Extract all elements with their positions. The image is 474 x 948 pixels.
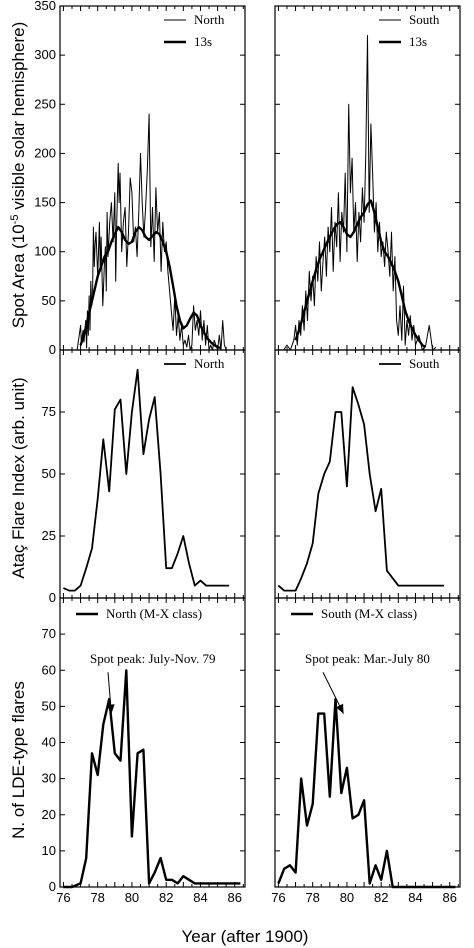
panel-r2c0-series-north-m-x-class- [63, 669, 241, 889]
panel-r2c1-annotation-arrowhead [335, 703, 344, 714]
panel-r2c1-xtick-label: 84 [408, 890, 422, 905]
y-axis-label-lde-flares: N. of LDE-type flares [9, 681, 28, 839]
panel-r2c0-ytick-label: 50 [42, 698, 56, 713]
y-axis-label-spot-area: Spot Area (10-5 visible solar hemisphere… [9, 22, 28, 329]
panel-r0c0-ytick-label: 250 [34, 96, 56, 111]
panel-r2c0-ytick-label: 70 [42, 626, 56, 641]
panel-r2c0-xtick-label: 78 [90, 890, 104, 905]
panel-r0c0-ytick-label: 300 [34, 47, 56, 62]
panel-r2c1-series-south-m-x-class- [277, 697, 456, 889]
panel-r2c1-legend-label: South (M-X class) [321, 606, 417, 621]
panel-r2c1-xtick-label: 78 [305, 890, 319, 905]
panel-r0c0-legend-label: 13s [194, 34, 212, 49]
panel-r1c0-ytick-label: 0 [49, 590, 56, 605]
panel-r0c0-legend-label: North [194, 12, 225, 27]
panel-r1c0-ytick-label: 25 [42, 528, 56, 543]
panel-r2c1-xtick-label: 80 [340, 890, 354, 905]
panel-r1c1-series-south [277, 386, 445, 592]
panel-r2c0-ytick-label: 40 [42, 735, 56, 750]
panel-r1c0-ytick-label: 75 [42, 404, 56, 419]
panel-r2c0-ytick-label: 20 [42, 807, 56, 822]
x-axis-label: Year (after 1900) [182, 927, 309, 946]
panel-r0c0-ytick-label: 50 [42, 293, 56, 308]
panel-r0c0-ytick-label: 150 [34, 195, 56, 210]
panel-r0c0-series-13s [79, 225, 222, 350]
panel-r1c0-series-north [63, 368, 230, 592]
panel-r2c1-xtick-label: 82 [374, 890, 388, 905]
panel-r0c0-ytick-label: 100 [34, 244, 56, 259]
panel-r0c1-legend-label: South [409, 12, 440, 27]
panel-r0c0-series-north [76, 113, 227, 351]
panel-r1c0-ytick-label: 50 [42, 466, 56, 481]
panel-r0c1-legend-label: 13s [409, 34, 427, 49]
panels-group: 050100150200250300350North13sSouth13s025… [34, 0, 461, 905]
y-axis-label-flare-index: Ataç Flare Index (arb. unit) [9, 377, 28, 578]
panel-r2c0-ytick-label: 30 [42, 771, 56, 786]
panel-r2c0-xtick-label: 84 [193, 890, 207, 905]
panel-r1c1-legend-label: South [409, 356, 440, 371]
panel-r2c0-ytick-label: 60 [42, 662, 56, 677]
panel-r0c0-ytick-label: 350 [34, 0, 56, 13]
panel-r2c1-xtick-label: 76 [271, 890, 285, 905]
panel-r2c1-xtick-label: 86 [442, 890, 456, 905]
panel-r2c0-annotation: Spot peak: July-Nov. 79 [90, 651, 216, 666]
panel-r0c0-frame [59, 5, 246, 351]
panel-r2c0-xtick-label: 86 [227, 890, 241, 905]
panel-r2c1-annotation: Spot peak: Mar.-July 80 [305, 651, 430, 666]
panel-r0c0-ytick-label: 200 [34, 145, 56, 160]
panel-r0c0-ytick-label: 0 [49, 342, 56, 357]
panel-r2c0-xtick-label: 80 [125, 890, 139, 905]
panel-r2c0-ytick-label: 0 [49, 879, 56, 894]
panel-r2c0-annotation-arrowhead [106, 704, 115, 714]
panel-r2c0-xtick-label: 82 [159, 890, 173, 905]
panel-r0c1-series-13s [294, 199, 427, 349]
panel-r1c0-legend-label: North [194, 356, 225, 371]
panel-r2c0-legend-label: North (M-X class) [106, 606, 202, 621]
panel-r2c0-xtick-label: 76 [56, 890, 70, 905]
panel-r2c0-ytick-label: 10 [42, 843, 56, 858]
panel-r1c1-frame [274, 349, 461, 599]
